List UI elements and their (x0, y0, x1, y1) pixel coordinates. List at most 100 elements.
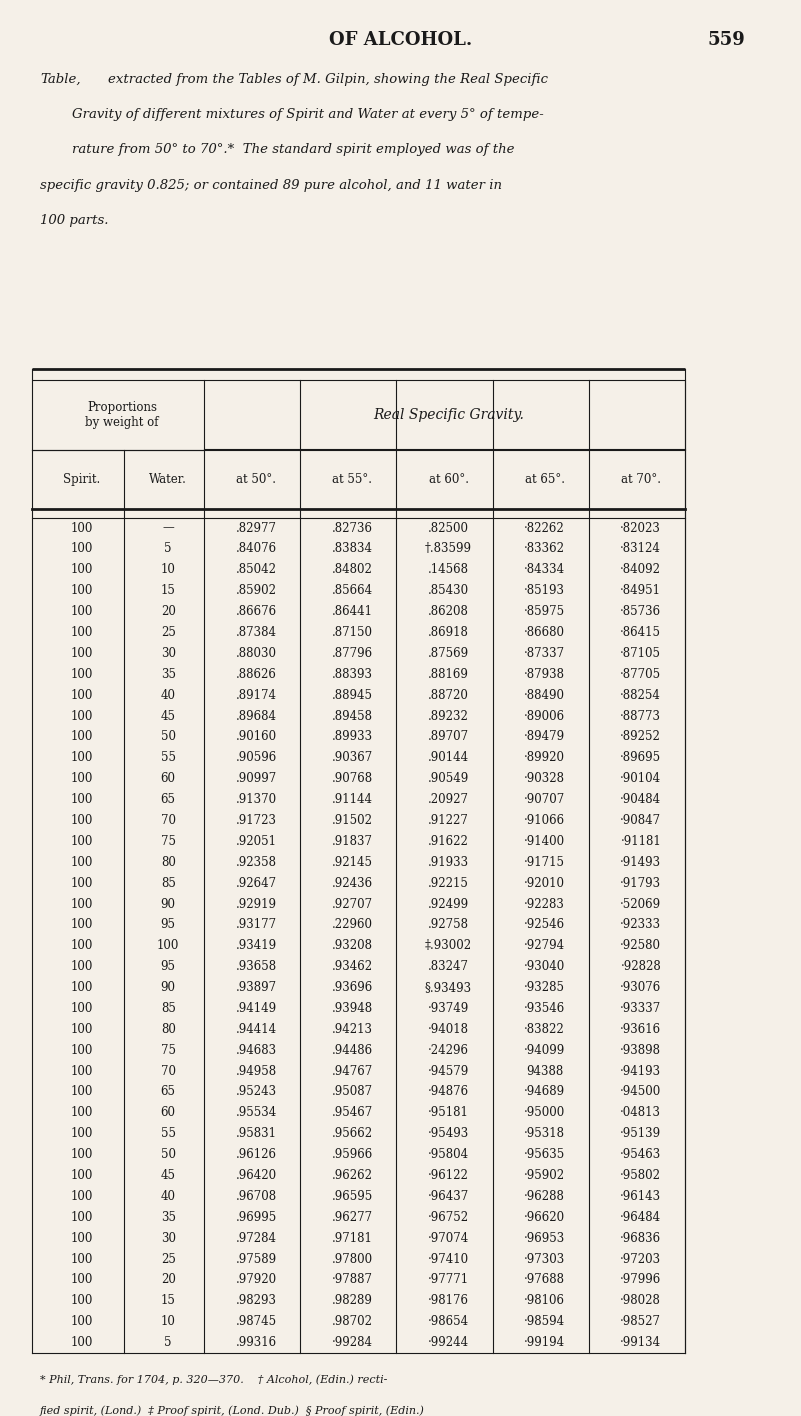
Text: ·98527: ·98527 (620, 1315, 662, 1328)
Text: ·95000: ·95000 (524, 1106, 566, 1120)
Text: .92499: .92499 (428, 898, 469, 910)
Text: ·90707: ·90707 (524, 793, 566, 806)
Text: .86676: .86676 (235, 605, 277, 619)
Text: .95831: .95831 (235, 1127, 277, 1140)
Text: .91933: .91933 (428, 855, 469, 869)
Text: .99316: .99316 (235, 1337, 277, 1349)
Text: ·84334: ·84334 (524, 564, 566, 576)
Text: ·95318: ·95318 (524, 1127, 566, 1140)
Text: ·91181: ·91181 (621, 835, 661, 848)
Text: 65: 65 (161, 793, 175, 806)
Text: * Phil, Trans. for 1704, p. 320—370.    † Alcohol, (Edin.) recti-: * Phil, Trans. for 1704, p. 320—370. † A… (40, 1374, 388, 1385)
Text: 35: 35 (161, 1211, 175, 1223)
Text: 100: 100 (71, 1211, 93, 1223)
Text: ·90104: ·90104 (620, 772, 662, 786)
Text: 100: 100 (71, 1022, 93, 1037)
Text: ·89006: ·89006 (524, 709, 566, 722)
Text: .96708: .96708 (235, 1189, 277, 1204)
Text: 100: 100 (71, 521, 93, 535)
Text: ·96122: ·96122 (428, 1170, 469, 1182)
Text: .89458: .89458 (332, 709, 373, 722)
Text: 100: 100 (71, 1127, 93, 1140)
Text: .91723: .91723 (235, 814, 277, 827)
Text: ·96288: ·96288 (524, 1189, 566, 1204)
Text: .92436: .92436 (332, 877, 373, 889)
Text: .89174: .89174 (235, 688, 277, 702)
Text: .98702: .98702 (332, 1315, 373, 1328)
Text: ·98028: ·98028 (620, 1294, 662, 1307)
Text: ·99284: ·99284 (332, 1337, 373, 1349)
Text: .92919: .92919 (235, 898, 277, 910)
Text: ·96143: ·96143 (620, 1189, 662, 1204)
Text: .95966: .95966 (332, 1148, 373, 1161)
Text: ·95902: ·95902 (524, 1170, 566, 1182)
Text: 50: 50 (161, 1148, 175, 1161)
Text: extracted from the Tables of M. Gilpin, showing the Real Specific: extracted from the Tables of M. Gilpin, … (108, 74, 548, 86)
Text: 100: 100 (71, 981, 93, 994)
Text: .83247: .83247 (428, 960, 469, 973)
Text: .86208: .86208 (428, 605, 469, 619)
Text: Proportions
by weight of: Proportions by weight of (86, 401, 159, 429)
Text: .97284: .97284 (235, 1232, 277, 1245)
Text: ·93546: ·93546 (524, 1003, 566, 1015)
Text: .93897: .93897 (235, 981, 277, 994)
Text: ·96953: ·96953 (524, 1232, 566, 1245)
Text: ·94500: ·94500 (620, 1086, 662, 1099)
Text: .89707: .89707 (428, 731, 469, 743)
Text: 40: 40 (161, 688, 175, 702)
Text: ·88490: ·88490 (524, 688, 566, 702)
Text: ·85193: ·85193 (524, 585, 566, 598)
Text: 100: 100 (71, 772, 93, 786)
Text: 35: 35 (161, 668, 175, 681)
Text: ·83124: ·83124 (620, 542, 662, 555)
Text: ·88773: ·88773 (620, 709, 662, 722)
Text: at 55°.: at 55°. (332, 473, 372, 486)
Text: Real Specific Gravity.: Real Specific Gravity. (373, 408, 524, 422)
Text: ·89479: ·89479 (524, 731, 566, 743)
Text: .82977: .82977 (235, 521, 277, 535)
Text: ·95802: ·95802 (620, 1170, 662, 1182)
Text: .88169: .88169 (428, 668, 469, 681)
Text: ·89252: ·89252 (620, 731, 662, 743)
Text: 100: 100 (71, 605, 93, 619)
Text: ·99134: ·99134 (620, 1337, 662, 1349)
Text: 95: 95 (161, 919, 175, 932)
Text: .82736: .82736 (332, 521, 373, 535)
Text: 94388: 94388 (526, 1065, 563, 1078)
Text: 45: 45 (161, 1170, 175, 1182)
Text: ·92794: ·92794 (524, 939, 566, 953)
Text: 70: 70 (161, 1065, 175, 1078)
Text: ·94876: ·94876 (428, 1086, 469, 1099)
Text: .98293: .98293 (235, 1294, 277, 1307)
Text: 100: 100 (71, 1044, 93, 1056)
Text: rature from 50° to 70°.*  The standard spirit employed was of the: rature from 50° to 70°.* The standard sp… (72, 143, 514, 156)
Text: Spirit.: Spirit. (63, 473, 101, 486)
Text: .90160: .90160 (235, 731, 277, 743)
Text: ·83362: ·83362 (524, 542, 566, 555)
Text: 25: 25 (161, 1253, 175, 1266)
Text: ·82023: ·82023 (620, 521, 662, 535)
Text: ·93616: ·93616 (620, 1022, 662, 1037)
Text: 5: 5 (164, 1337, 172, 1349)
Text: .93419: .93419 (235, 939, 277, 953)
Text: at 70°.: at 70°. (621, 473, 661, 486)
Text: 45: 45 (161, 709, 175, 722)
Text: 15: 15 (161, 1294, 175, 1307)
Text: .96262: .96262 (332, 1170, 373, 1182)
Text: 559: 559 (707, 31, 745, 50)
Text: specific gravity 0.825; or contained 89 pure alcohol, and 11 water in: specific gravity 0.825; or contained 89 … (40, 178, 502, 191)
Text: .85042: .85042 (235, 564, 277, 576)
Text: 10: 10 (161, 564, 175, 576)
Text: .85664: .85664 (332, 585, 373, 598)
Text: .90997: .90997 (235, 772, 277, 786)
Text: .85430: .85430 (428, 585, 469, 598)
Text: ·96437: ·96437 (428, 1189, 469, 1204)
Text: .94958: .94958 (235, 1065, 277, 1078)
Text: ·24296: ·24296 (428, 1044, 469, 1056)
Text: 100: 100 (71, 752, 93, 765)
Text: ·93337: ·93337 (620, 1003, 662, 1015)
Text: †.83599: †.83599 (425, 542, 472, 555)
Text: .14568: .14568 (428, 564, 469, 576)
Text: ·84092: ·84092 (620, 564, 662, 576)
Text: ·97771: ·97771 (428, 1273, 469, 1287)
